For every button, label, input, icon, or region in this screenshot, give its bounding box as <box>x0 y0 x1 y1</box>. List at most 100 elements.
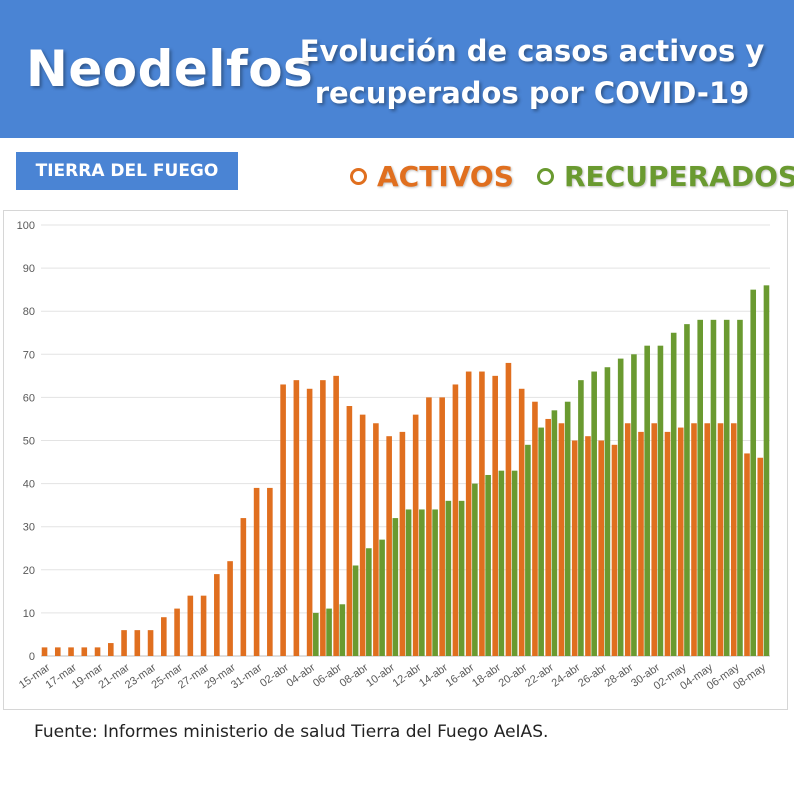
bar-activos-02-abr <box>280 384 286 656</box>
bar-recuperados-16-abr <box>472 483 478 656</box>
bar-recuperados-17-abr <box>485 474 491 656</box>
x-tick-label: 14-abr <box>417 661 450 689</box>
bar-activos-05-abr <box>320 380 326 656</box>
bar-activos-26-mar <box>187 595 194 656</box>
bar-activos-05-may <box>717 423 724 656</box>
bar-activos-01-abr <box>267 487 273 656</box>
bar-activos-22-abr <box>545 418 551 656</box>
bar-activos-24-mar <box>161 617 167 656</box>
y-tick-label: 0 <box>29 651 35 663</box>
x-tick-label: 28-abr <box>603 661 636 689</box>
bar-recuperados-08-abr <box>366 548 372 656</box>
bar-recuperados-05-may <box>723 319 730 656</box>
y-tick-label: 60 <box>23 392 35 404</box>
bar-recuperados-25-abr <box>591 371 597 656</box>
bar-recuperados-20-abr <box>525 444 531 656</box>
y-tick-label: 30 <box>23 522 35 534</box>
bar-activos-31-mar <box>253 487 260 656</box>
bar-recuperados-13-abr <box>432 509 438 656</box>
x-tick-label: 12-abr <box>391 661 424 689</box>
bar-activos-10-abr <box>386 436 392 656</box>
bar-activos-21-abr <box>532 401 538 656</box>
bar-activos-20-mar <box>108 643 114 656</box>
legend-activos-marker-icon <box>350 167 367 185</box>
bar-recuperados-04-abr <box>313 612 319 656</box>
legend-activos-label: ACTIVOS <box>377 159 514 193</box>
bar-activos-12-abr <box>412 414 419 656</box>
legend-recuperados-label: RECUPERADOS <box>564 159 794 193</box>
bar-recuperados-06-may <box>737 319 743 656</box>
bar-recuperados-22-abr <box>551 410 558 656</box>
bar-activos-02-may <box>677 427 684 656</box>
y-tick-label: 100 <box>17 220 35 232</box>
bar-recuperados-11-abr <box>405 509 412 656</box>
bar-activos-03-abr <box>293 380 300 656</box>
bar-activos-13-abr <box>426 397 432 656</box>
bar-recuperados-30-abr <box>657 345 664 656</box>
header-banner: Neodelfos Evolución de casos activos y r… <box>0 0 794 138</box>
bar-activos-27-mar <box>200 595 207 656</box>
bar-activos-23-abr <box>558 423 565 656</box>
chart-frame: 0 10 20 30 40 50 60 70 80 90 100 15-mar 17-mar 19-mar… <box>3 210 788 710</box>
source-note: Fuente: Informes ministerio de salud Tie… <box>34 722 549 742</box>
bar-recuperados-12-abr <box>419 509 425 656</box>
x-tick-label: 04-abr <box>285 661 318 689</box>
x-tick-label: 06-abr <box>311 661 344 689</box>
bar-activos-08-abr <box>359 414 366 656</box>
bar-recuperados-19-abr <box>511 470 518 656</box>
bar-recuperados-06-abr <box>339 604 346 656</box>
bar-recuperados-02-may <box>684 324 690 656</box>
bar-activos-30-abr <box>651 423 658 656</box>
y-tick-label: 90 <box>23 263 35 275</box>
x-tick-label: 26-abr <box>576 661 609 689</box>
bar-activos-09-abr <box>373 423 379 656</box>
legend-recuperados: RECUPERADOS <box>537 156 794 196</box>
y-tick-label: 40 <box>23 479 35 491</box>
y-tick-label: 20 <box>23 565 35 577</box>
x-tick-label: 18-abr <box>470 661 503 689</box>
x-tick-label: 10-abr <box>364 661 397 689</box>
y-tick-label: 70 <box>23 349 35 361</box>
bar-activos-30-mar <box>240 518 247 656</box>
bar-activos-03-may <box>691 423 697 656</box>
bar-recuperados-28-abr <box>631 354 637 656</box>
bar-activos-11-abr <box>399 431 406 656</box>
headline-line-2: recuperados por COVID-19 <box>314 76 750 110</box>
bar-chart: 010203040506070809010015-mar17-mar19-mar… <box>17 220 770 693</box>
bar-recuperados-18-abr <box>498 470 505 656</box>
bar-activos-16-mar <box>54 647 61 656</box>
bar-activos-15-mar <box>41 647 48 656</box>
bar-activos-21-mar <box>121 630 127 656</box>
bar-activos-20-abr <box>518 388 525 656</box>
bar-recuperados-21-abr <box>538 427 544 656</box>
bar-recuperados-24-abr <box>578 380 584 656</box>
bar-activos-14-abr <box>439 397 445 656</box>
bar-activos-06-abr <box>333 375 339 656</box>
bar-activos-16-abr <box>465 371 472 656</box>
legend-activos: ACTIVOS <box>350 156 514 196</box>
bar-activos-17-abr <box>479 371 485 656</box>
bar-recuperados-27-abr <box>617 358 624 656</box>
bar-activos-07-abr <box>346 406 353 656</box>
bar-activos-28-abr <box>624 423 631 656</box>
bar-activos-01-may <box>664 431 671 656</box>
bar-recuperados-04-may <box>710 319 717 656</box>
y-tick-label: 50 <box>23 436 35 448</box>
bar-recuperados-08-may <box>763 285 770 656</box>
bar-activos-29-mar <box>227 561 233 656</box>
y-tick-label: 80 <box>23 306 35 318</box>
bar-activos-23-mar <box>147 630 154 656</box>
legend-recuperados-marker-icon <box>537 167 554 185</box>
bar-activos-18-abr <box>492 375 498 656</box>
chart-headline: Evolución de casos activos y recuperados… <box>292 30 772 114</box>
bar-recuperados-09-abr <box>379 539 385 656</box>
bar-activos-04-abr <box>306 388 313 656</box>
bar-activos-25-abr <box>585 436 591 656</box>
bar-activos-25-mar <box>174 608 180 656</box>
bar-recuperados-05-abr <box>326 608 332 656</box>
bar-activos-26-abr <box>598 440 605 656</box>
bar-activos-17-mar <box>68 647 74 656</box>
bar-activos-29-abr <box>638 431 644 656</box>
bar-activos-18-mar <box>81 647 88 656</box>
y-tick-label: 10 <box>23 608 35 620</box>
